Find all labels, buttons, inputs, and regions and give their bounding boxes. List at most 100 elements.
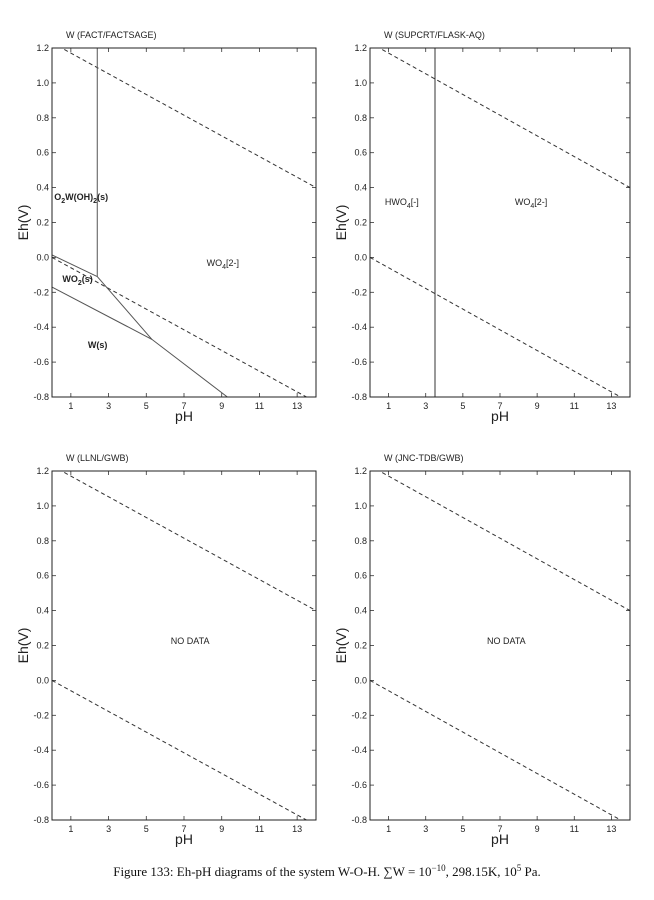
y-tick-label: 1.2 xyxy=(354,466,367,476)
y-tick-label: -0.4 xyxy=(33,322,49,332)
y-tick-label: -0.2 xyxy=(33,710,49,720)
y-tick-label: -0.6 xyxy=(351,780,367,790)
x-tick-label: 9 xyxy=(219,824,224,834)
y-tick-label: -0.6 xyxy=(33,780,49,790)
x-tick-label: 1 xyxy=(68,824,73,834)
boundary-line xyxy=(60,48,316,189)
y-tick-label: 0.0 xyxy=(354,675,367,685)
x-tick-label: 3 xyxy=(423,824,428,834)
y-tick-label: -0.4 xyxy=(351,322,367,332)
boundary-line xyxy=(96,276,153,340)
caption-part: , 298.15K, 10 xyxy=(446,864,517,879)
y-tick-label: 0.6 xyxy=(354,571,367,581)
label-part: 2 xyxy=(93,198,97,205)
region-label: WO4[2-] xyxy=(515,197,547,210)
y-axis-label: Eh(V) xyxy=(15,205,31,241)
label-part: 4 xyxy=(530,203,534,210)
label-part: NO DATA xyxy=(487,636,526,646)
boundary-line xyxy=(378,48,630,189)
plot-frame xyxy=(369,47,631,398)
x-tick-label: 1 xyxy=(68,401,73,411)
boundary-line xyxy=(52,286,228,397)
plot-frame xyxy=(51,470,317,821)
y-axis-label: Eh(V) xyxy=(333,628,349,664)
x-tick-label: 3 xyxy=(106,824,111,834)
y-tick-label: 0.2 xyxy=(354,641,367,651)
y-tick-label: -0.8 xyxy=(33,815,49,825)
x-axis-label: pH xyxy=(491,408,509,424)
label-part: NO DATA xyxy=(171,636,210,646)
chart-title: W (SUPCRT/FLASK-AQ) xyxy=(384,30,485,40)
chart-title: W (FACT/FACTSAGE) xyxy=(66,30,157,40)
region-label: NO DATA xyxy=(171,636,210,646)
label-part: WO xyxy=(62,274,78,284)
label-part: (s) xyxy=(97,192,108,202)
x-tick-label: 9 xyxy=(535,401,540,411)
region-label: NO DATA xyxy=(487,636,526,646)
label-part: HWO xyxy=(385,197,407,207)
x-axis-label: pH xyxy=(175,408,193,424)
y-tick-label: 0.8 xyxy=(36,536,49,546)
y-tick-label: -0.8 xyxy=(351,815,367,825)
caption-part: Figure 133: Eh-pH diagrams of the system… xyxy=(113,864,431,879)
label-part: [2-] xyxy=(226,258,239,268)
y-tick-label: -0.2 xyxy=(351,710,367,720)
y-tick-label: 1.0 xyxy=(354,78,367,88)
label-part: (s) xyxy=(82,274,93,284)
y-tick-label: 1.0 xyxy=(36,501,49,511)
x-tick-label: 13 xyxy=(292,824,302,834)
boundary-line xyxy=(378,471,630,612)
y-tick-label: -0.2 xyxy=(351,287,367,297)
y-tick-label: 1.2 xyxy=(36,466,49,476)
boundary-line xyxy=(370,679,622,820)
y-tick-label: -0.4 xyxy=(351,745,367,755)
y-tick-label: 0.6 xyxy=(36,571,49,581)
y-tick-label: 0.8 xyxy=(354,536,367,546)
y-tick-label: 1.0 xyxy=(36,78,49,88)
x-tick-label: 7 xyxy=(181,824,186,834)
x-tick-label: 7 xyxy=(181,401,186,411)
boundary-line xyxy=(52,254,98,278)
label-part: [-] xyxy=(411,197,419,207)
x-axis-label: pH xyxy=(491,831,509,847)
y-tick-label: 1.2 xyxy=(36,43,49,53)
x-tick-label: 5 xyxy=(144,824,149,834)
region-label: WO2(s) xyxy=(62,274,92,287)
x-tick-label: 5 xyxy=(460,824,465,834)
y-tick-label: 0.2 xyxy=(36,218,49,228)
x-tick-label: 7 xyxy=(497,824,502,834)
x-tick-label: 13 xyxy=(292,401,302,411)
label-part: [2-] xyxy=(534,197,547,207)
y-tick-label: 0.0 xyxy=(36,675,49,685)
x-tick-label: 11 xyxy=(255,401,264,411)
y-tick-label: 0.2 xyxy=(354,218,367,228)
label-part: WO xyxy=(207,258,223,268)
y-tick-label: -0.8 xyxy=(351,392,367,402)
y-tick-label: -0.2 xyxy=(33,287,49,297)
x-tick-label: 1 xyxy=(386,401,391,411)
label-part: O xyxy=(54,192,61,202)
label-part: WO xyxy=(515,197,531,207)
label-part: W(s) xyxy=(88,340,108,350)
y-tick-label: 0.8 xyxy=(354,113,367,123)
x-tick-label: 11 xyxy=(255,824,264,834)
label-part: 4 xyxy=(222,264,226,271)
boundary-line xyxy=(52,679,308,820)
x-tick-label: 11 xyxy=(570,824,579,834)
y-axis-label: Eh(V) xyxy=(333,205,349,241)
chart-panel: W (FACT/FACTSAGE) -0.8 -0.6 -0.4 -0.2 0.0 0.2 0… xyxy=(15,30,317,424)
x-tick-label: 13 xyxy=(606,824,616,834)
label-part: W(OH) xyxy=(65,192,93,202)
y-tick-label: 0.0 xyxy=(354,252,367,262)
x-tick-label: 9 xyxy=(535,824,540,834)
x-tick-label: 1 xyxy=(386,824,391,834)
y-tick-label: 0.4 xyxy=(354,606,367,616)
y-tick-label: 0.6 xyxy=(36,148,49,158)
region-label: HWO4[-] xyxy=(385,197,419,210)
y-tick-label: 1.0 xyxy=(354,501,367,511)
x-tick-label: 9 xyxy=(219,401,224,411)
x-tick-label: 3 xyxy=(106,401,111,411)
caption-part: −10 xyxy=(432,863,447,873)
label-part: 2 xyxy=(78,280,82,287)
